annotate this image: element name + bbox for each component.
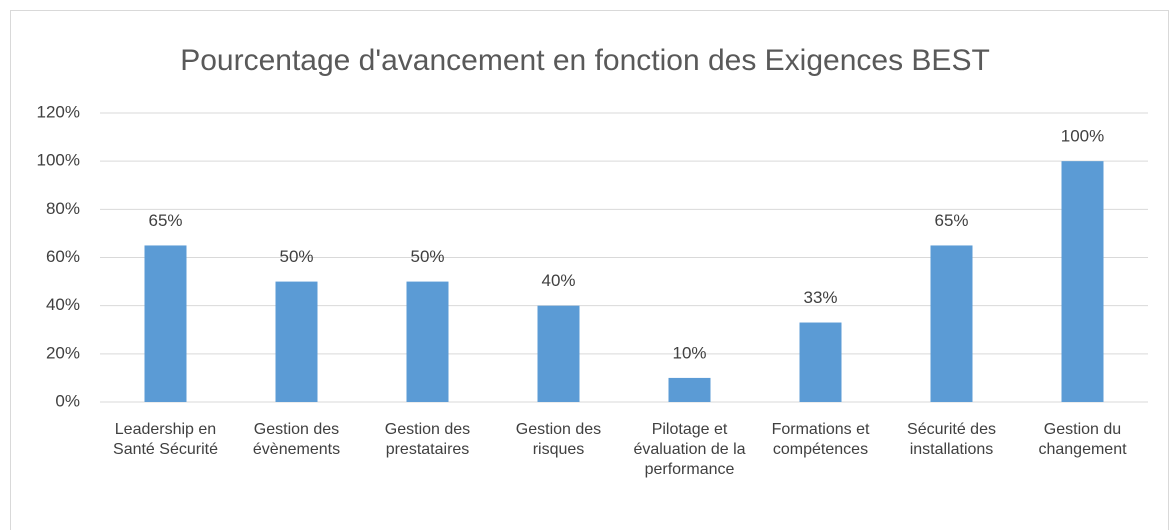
bar	[144, 245, 187, 402]
bar	[930, 245, 973, 402]
x-tick-label: Pilotage et évaluation de la performance	[633, 421, 746, 478]
data-label: 100%	[1061, 127, 1104, 146]
chart-border	[10, 10, 1169, 530]
data-label: 40%	[541, 271, 575, 290]
data-label: 33%	[803, 288, 837, 307]
bar	[275, 281, 318, 402]
bar	[799, 322, 842, 402]
bar	[537, 305, 580, 402]
y-tick-label: 120%	[37, 102, 80, 121]
x-tick-label: Gestion des évènements	[252, 421, 341, 458]
bar	[406, 281, 449, 402]
bar	[1061, 161, 1104, 402]
data-label: 50%	[410, 247, 444, 266]
y-tick-label: 80%	[46, 199, 80, 218]
y-tick-label: 20%	[46, 343, 80, 362]
y-tick-label: 0%	[55, 391, 80, 410]
bar	[668, 377, 711, 402]
y-tick-label: 40%	[46, 295, 80, 314]
x-tick-label: Formations et compétences	[771, 421, 870, 458]
chart-title: Pourcentage d'avancement en fonction des…	[180, 44, 990, 77]
data-label: 50%	[279, 247, 313, 266]
x-tick-label: Sécurité des installations	[907, 421, 996, 458]
data-label: 65%	[934, 211, 968, 230]
data-label: 65%	[148, 211, 182, 230]
y-tick-label: 100%	[37, 151, 80, 170]
data-label: 10%	[672, 343, 706, 362]
x-tick-label: Leadership en Santé Sécurité	[113, 421, 218, 458]
x-tick-label: Gestion des prestataires	[384, 421, 471, 458]
x-tick-label: Gestion des risques	[515, 421, 602, 458]
x-tick-label: Gestion du changement	[1038, 421, 1127, 458]
y-tick-label: 60%	[46, 247, 80, 266]
